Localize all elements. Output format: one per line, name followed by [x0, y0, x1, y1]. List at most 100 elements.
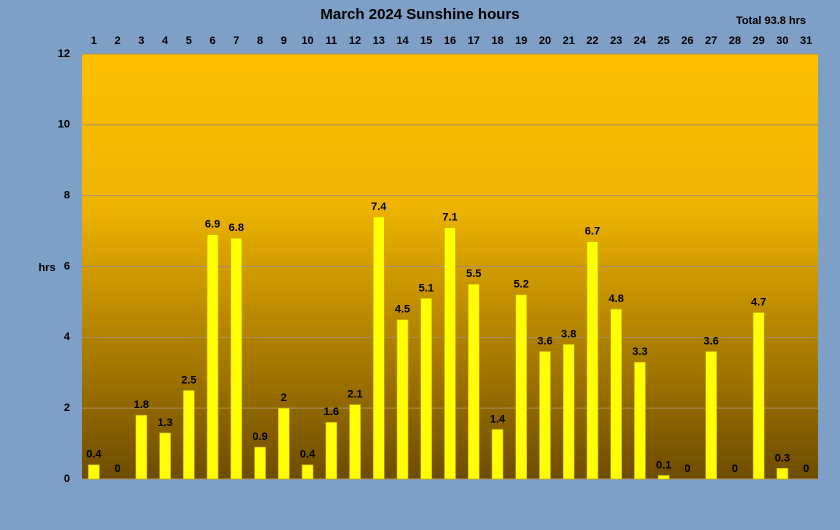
x-tick-label: 24	[634, 35, 647, 47]
data-label: 4.5	[395, 304, 410, 316]
x-tick-label: 18	[491, 35, 503, 47]
x-tick-label: 27	[705, 35, 717, 47]
data-label: 3.6	[704, 335, 719, 347]
bar	[349, 404, 361, 480]
bar	[515, 294, 528, 480]
y-axis-label: hrs	[38, 262, 55, 274]
x-tick-label: 4	[162, 35, 169, 47]
data-label: 2.1	[347, 389, 362, 401]
data-label: 0.1	[656, 459, 671, 471]
x-tick-label: 15	[420, 35, 432, 47]
bar	[444, 227, 456, 480]
bar	[135, 414, 148, 480]
data-label: 0.4	[86, 449, 102, 461]
y-tick-label: 8	[64, 190, 70, 202]
x-tick-label: 8	[257, 35, 263, 47]
data-label: 0	[684, 463, 690, 475]
bar	[396, 319, 409, 480]
bar	[776, 468, 789, 480]
bar	[752, 312, 765, 480]
x-tick-label: 3	[138, 35, 144, 47]
data-label: 0	[803, 463, 809, 475]
x-tick-label: 10	[301, 35, 313, 47]
bar	[206, 234, 219, 480]
data-label: 4.7	[751, 296, 766, 308]
data-label: 1.6	[324, 406, 339, 418]
x-tick-label: 11	[325, 35, 337, 47]
x-tick-label: 14	[396, 35, 409, 47]
data-label: 7.4	[371, 201, 387, 213]
x-tick-label: 31	[800, 35, 812, 47]
bar	[562, 344, 575, 480]
x-tick-label: 22	[586, 35, 598, 47]
x-tick-label: 30	[776, 35, 788, 47]
y-tick-label: 10	[58, 119, 70, 131]
bar	[586, 241, 599, 480]
data-label: 5.5	[466, 268, 481, 280]
bar	[254, 446, 266, 480]
bar	[634, 361, 646, 480]
y-tick-label: 12	[58, 48, 70, 60]
bar	[467, 283, 480, 480]
x-tick-label: 26	[681, 35, 693, 47]
bar	[183, 390, 195, 480]
data-label: 0.3	[775, 452, 790, 464]
bar	[230, 237, 243, 480]
bar	[325, 422, 338, 480]
x-tick-label: 19	[515, 35, 527, 47]
annotation: Total 93.8 hrs	[736, 15, 806, 27]
data-label: 2.5	[181, 374, 196, 386]
x-tick-label: 17	[468, 35, 480, 47]
chart-title: March 2024 Sunshine hours	[320, 6, 519, 23]
y-tick-label: 2	[64, 402, 70, 414]
x-tick-label: 28	[729, 35, 741, 47]
data-label: 4.8	[609, 293, 624, 305]
data-label: 6.7	[585, 226, 600, 238]
data-label: 1.3	[157, 417, 172, 429]
data-label: 6.8	[229, 222, 244, 234]
data-label: 2	[281, 392, 287, 404]
data-label: 3.6	[537, 335, 552, 347]
x-tick-label: 25	[658, 35, 670, 47]
data-label: 0.4	[300, 449, 316, 461]
bar	[657, 475, 670, 480]
data-label: 5.1	[419, 282, 434, 294]
bar	[159, 432, 171, 480]
data-label: 1.8	[134, 399, 149, 411]
data-label: 7.1	[442, 211, 457, 223]
y-tick-label: 6	[64, 260, 70, 272]
bar	[88, 464, 100, 480]
data-label: 3.3	[632, 346, 647, 358]
x-tick-label: 16	[444, 35, 456, 47]
data-label: 0	[115, 463, 121, 475]
data-label: 1.4	[490, 413, 506, 425]
data-label: 3.8	[561, 328, 576, 340]
x-tick-label: 2	[115, 35, 121, 47]
x-tick-label: 5	[186, 35, 192, 47]
data-label: 6.9	[205, 219, 220, 231]
bar	[539, 351, 551, 480]
x-tick-label: 9	[281, 35, 287, 47]
bar	[491, 429, 504, 480]
x-tick-label: 13	[373, 35, 385, 47]
bar	[705, 351, 717, 480]
x-tick-label: 23	[610, 35, 622, 47]
x-tick-label: 6	[210, 35, 216, 47]
x-tick-label: 7	[233, 35, 239, 47]
data-label: 0	[732, 463, 738, 475]
y-tick-label: 4	[64, 331, 71, 343]
x-tick-label: 29	[753, 35, 765, 47]
bar	[372, 216, 385, 480]
y-tick-label: 0	[64, 473, 70, 485]
data-label: 5.2	[514, 279, 529, 291]
bar	[610, 308, 622, 480]
x-tick-label: 20	[539, 35, 551, 47]
bar	[301, 464, 314, 480]
bar	[278, 407, 290, 480]
x-tick-label: 12	[349, 35, 361, 47]
data-label: 0.9	[252, 431, 267, 443]
x-tick-label: 21	[563, 35, 575, 47]
bar	[420, 298, 433, 480]
